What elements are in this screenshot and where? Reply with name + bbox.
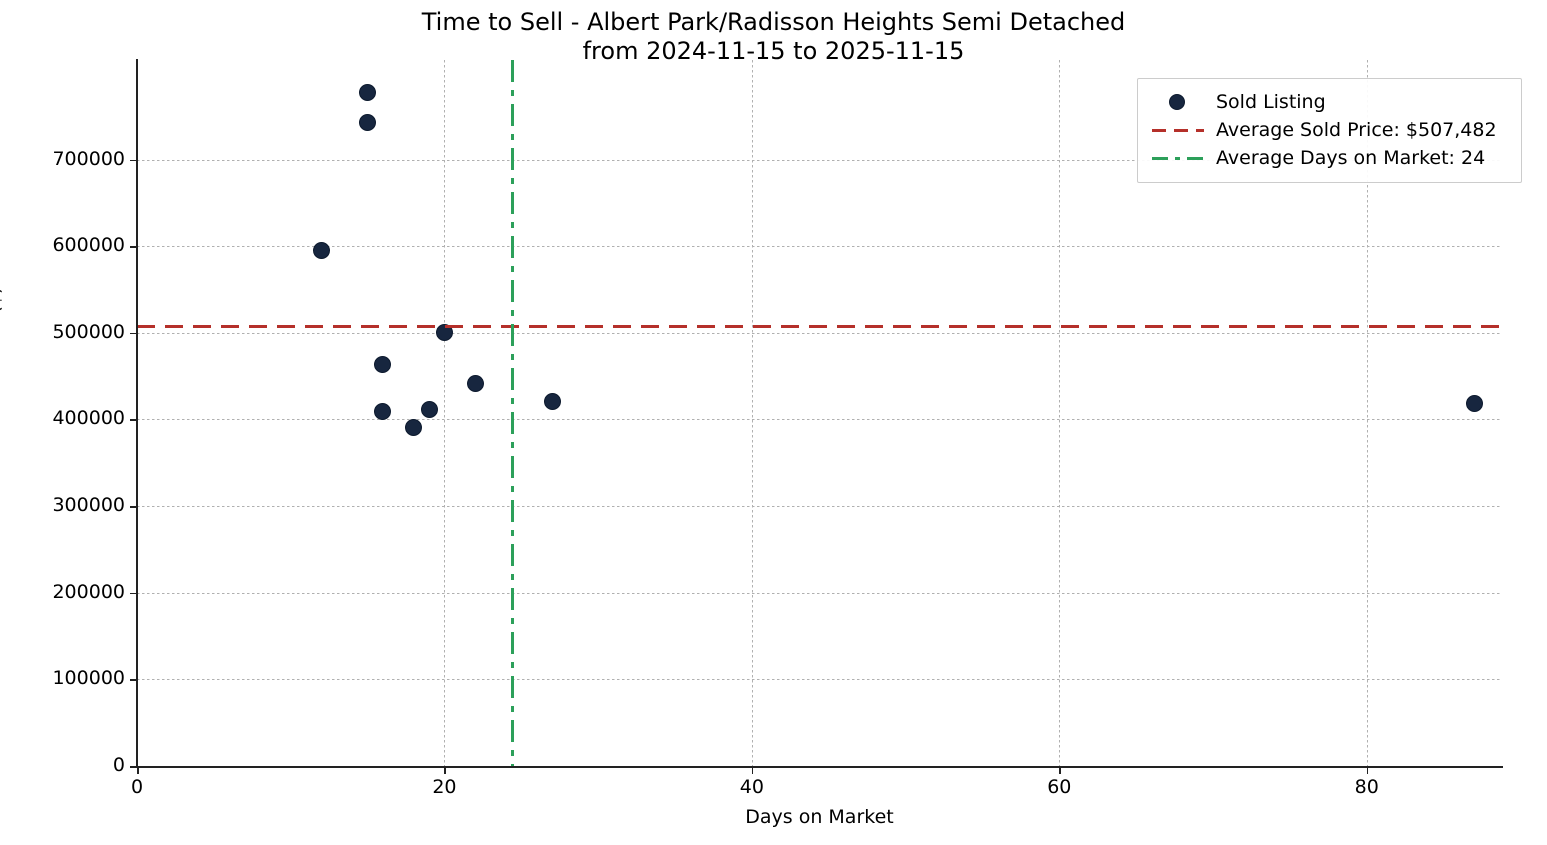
y-tick-label: 600000	[52, 234, 125, 257]
legend-entry: Sold Listing	[1150, 88, 1509, 116]
y-tick-label: 200000	[52, 580, 125, 603]
data-point	[543, 392, 561, 410]
x-axis-label: Days on Market	[745, 806, 894, 828]
x-tick-label: 20	[432, 776, 457, 798]
y-tick-label: 100000	[52, 667, 125, 690]
chart-title: Time to Sell - Albert Park/Radisson Heig…	[0, 8, 1547, 67]
data-point	[359, 113, 377, 131]
gridline-horizontal	[137, 159, 1502, 161]
legend-marker-dot-icon	[1169, 94, 1185, 110]
x-tick-mark	[444, 767, 447, 774]
gridline-vertical	[751, 60, 753, 766]
legend-key-sold-listing	[1150, 92, 1206, 112]
y-tick-mark	[130, 246, 137, 248]
legend-label: Average Days on Market: 24	[1216, 147, 1486, 169]
y-tick-mark	[130, 506, 137, 508]
y-axis-spine	[136, 59, 138, 767]
y-tick-label: 700000	[52, 147, 125, 170]
y-tick-mark	[130, 766, 137, 768]
y-tick-label: 500000	[52, 320, 125, 343]
legend-label: Average Sold Price: $507,482	[1216, 119, 1497, 141]
x-tick-mark	[137, 767, 139, 774]
data-point	[312, 242, 330, 260]
y-tick-label: 400000	[52, 407, 125, 430]
x-tick-label: 40	[739, 776, 764, 798]
x-tick-mark	[1366, 767, 1369, 774]
gridline-horizontal	[137, 679, 1502, 681]
legend-dashed-line-icon	[1152, 129, 1204, 132]
gridline-horizontal	[137, 332, 1502, 334]
chart-title-line1: Time to Sell - Albert Park/Radisson Heig…	[421, 8, 1126, 36]
data-point	[435, 324, 453, 342]
x-axis-spine	[136, 766, 1503, 768]
x-tick-mark	[751, 767, 754, 774]
y-tick-mark	[130, 679, 137, 681]
gridline-vertical	[444, 60, 446, 766]
data-point	[466, 374, 484, 392]
y-tick-mark	[130, 159, 137, 162]
data-point	[420, 400, 438, 418]
gridline-horizontal	[137, 506, 1502, 508]
y-tick-label: 300000	[52, 494, 125, 517]
x-tick-label: 80	[1354, 776, 1379, 798]
gridline-horizontal	[137, 592, 1502, 594]
gridline-vertical	[1366, 60, 1368, 766]
gridline-horizontal	[137, 246, 1502, 248]
average-days-on-market-line	[510, 60, 514, 766]
data-point	[359, 83, 377, 101]
y-tick-label: 0	[112, 754, 125, 776]
chart-legend: Sold Listing Average Sold Price: $507,482…	[1137, 78, 1522, 183]
data-point	[374, 403, 392, 421]
legend-key-average-days-on-market	[1150, 148, 1206, 168]
x-tick-mark	[1059, 767, 1061, 774]
x-tick-label: 0	[130, 776, 144, 798]
legend-entry: Average Sold Price: $507,482	[1150, 116, 1509, 144]
data-point	[374, 355, 392, 373]
y-tick-mark	[130, 332, 137, 335]
y-tick-mark	[130, 592, 137, 595]
gridline-vertical	[1059, 60, 1061, 766]
average-sold-price-line	[137, 324, 1502, 328]
data-point	[1465, 395, 1483, 413]
legend-key-average-sold-price	[1150, 120, 1206, 140]
legend-entry: Average Days on Market: 24	[1150, 144, 1509, 172]
legend-label: Sold Listing	[1216, 91, 1326, 113]
legend-dashdot-line-icon	[1152, 157, 1204, 160]
data-point	[405, 418, 423, 436]
gridline-horizontal	[137, 419, 1502, 421]
y-tick-mark	[130, 419, 137, 422]
x-tick-label: 60	[1047, 776, 1072, 798]
y-axis-label: Sold Price ($)	[0, 286, 4, 413]
